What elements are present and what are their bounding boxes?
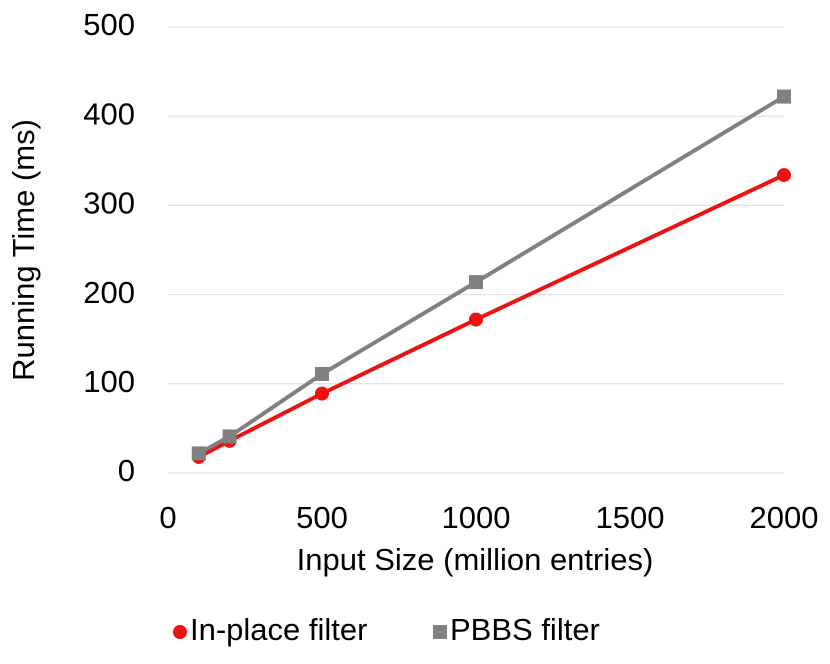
y-tick-label: 200	[83, 275, 135, 310]
x-tick-label: 1500	[596, 500, 665, 535]
series-line	[197, 173, 785, 459]
legend-marker	[433, 625, 447, 639]
y-tick-label: 400	[83, 96, 135, 131]
marker	[315, 366, 329, 381]
y-tick-label: 100	[83, 364, 135, 399]
y-axis-label: Running Time (ms)	[6, 119, 41, 381]
marker	[222, 429, 237, 444]
x-tick-label: 1000	[442, 500, 511, 535]
y-tick-label: 500	[83, 7, 135, 42]
legend-label: PBBS filter	[450, 612, 600, 647]
legend-label: In-place filter	[190, 612, 367, 647]
marker	[777, 89, 791, 104]
legend-marker	[173, 625, 187, 639]
x-tick-label: 500	[296, 500, 348, 535]
marker	[191, 446, 206, 461]
marker	[315, 386, 329, 401]
x-tick-label: 2000	[750, 500, 819, 535]
x-tick-label: 0	[159, 500, 176, 535]
marker	[469, 275, 483, 290]
y-tick-label: 300	[83, 186, 135, 221]
y-tick-label: 0	[118, 453, 135, 488]
marker	[777, 168, 791, 183]
marker	[469, 312, 483, 327]
x-axis-label: Input Size (million entries)	[297, 542, 654, 577]
series-line	[197, 94, 786, 456]
